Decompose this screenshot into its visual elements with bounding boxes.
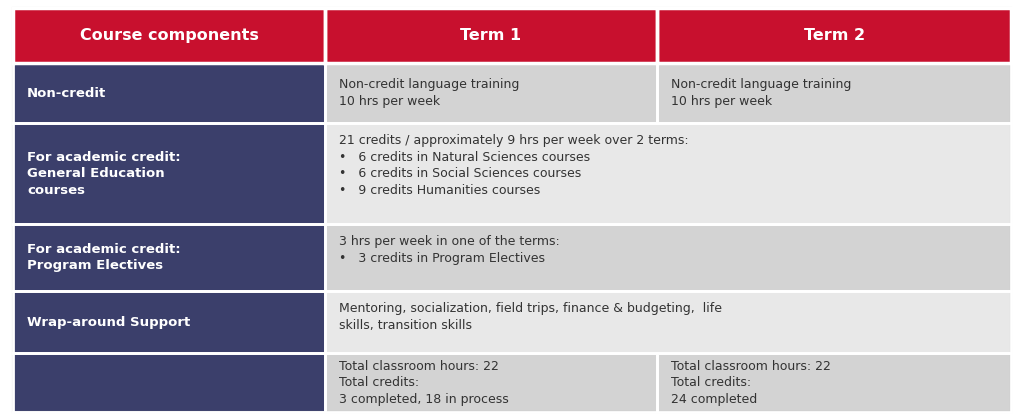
- Text: Total classroom hours: 22
Total credits:
24 completed: Total classroom hours: 22 Total credits:…: [671, 360, 831, 405]
- Bar: [13, 63, 325, 123]
- Text: Course components: Course components: [80, 28, 258, 43]
- Bar: [13, 353, 325, 412]
- Text: Non-credit language training
10 hrs per week: Non-credit language training 10 hrs per …: [339, 78, 519, 108]
- Text: Non-credit language training
10 hrs per week: Non-credit language training 10 hrs per …: [671, 78, 852, 108]
- Bar: [657, 8, 1011, 63]
- Bar: [325, 63, 657, 123]
- Text: Term 1: Term 1: [461, 28, 521, 43]
- Text: Non-credit: Non-credit: [27, 87, 106, 100]
- Bar: [657, 353, 1011, 412]
- Bar: [325, 224, 1011, 291]
- Bar: [325, 353, 657, 412]
- Bar: [13, 8, 325, 63]
- Bar: [325, 123, 1011, 224]
- Text: Total classroom hours: 22
Total credits:
3 completed, 18 in process: Total classroom hours: 22 Total credits:…: [339, 360, 509, 405]
- Bar: [325, 291, 1011, 353]
- Text: Mentoring, socialization, field trips, finance & budgeting,  life
skills, transi: Mentoring, socialization, field trips, f…: [339, 302, 722, 332]
- Text: Wrap-around Support: Wrap-around Support: [27, 316, 190, 328]
- Text: 21 credits / approximately 9 hrs per week over 2 terms:
•   6 credits in Natural: 21 credits / approximately 9 hrs per wee…: [339, 134, 688, 197]
- Bar: [13, 123, 325, 224]
- Text: Term 2: Term 2: [804, 28, 864, 43]
- Text: For academic credit:
Program Electives: For academic credit: Program Electives: [27, 243, 180, 273]
- Bar: [657, 63, 1011, 123]
- Text: 3 hrs per week in one of the terms:
•   3 credits in Program Electives: 3 hrs per week in one of the terms: • 3 …: [339, 235, 560, 265]
- Bar: [13, 291, 325, 353]
- Bar: [13, 224, 325, 291]
- Bar: [325, 8, 657, 63]
- Text: For academic credit:
General Education
courses: For academic credit: General Education c…: [27, 151, 180, 197]
